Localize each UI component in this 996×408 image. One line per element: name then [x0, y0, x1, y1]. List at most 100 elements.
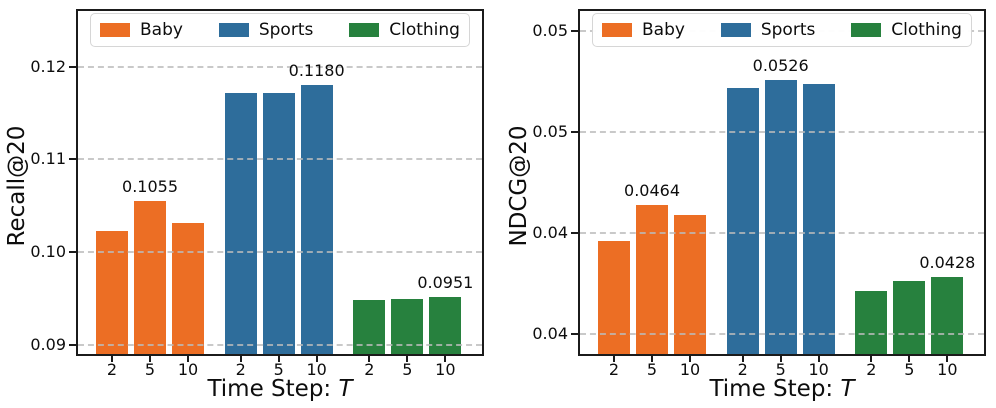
x-axis-label-text: Time Step: — [709, 376, 841, 402]
x-tick-mark — [946, 356, 949, 362]
x-tick-label: 5 — [273, 360, 284, 379]
y-tick-label: 0.10 — [30, 242, 66, 262]
x-tick-mark — [239, 356, 242, 362]
legend-color-patch — [602, 23, 632, 37]
bar-baby-t2 — [96, 230, 128, 354]
x-tick-mark — [741, 356, 744, 362]
x-tick-mark — [689, 356, 691, 362]
recall-plot-area: 0.09 0.10 0.11 0.12 2 5 10 2 5 10 2 5 10 0.1055 0.1180… — [30, 9, 484, 379]
bar-clothing-t2 — [353, 300, 386, 354]
x-tick-mark — [149, 356, 151, 362]
x-tick-mark — [817, 356, 820, 362]
legend-label: Clothing — [891, 20, 962, 40]
x-tick-mark — [444, 356, 447, 362]
gridline — [580, 332, 984, 335]
x-tick-label: 5 — [775, 360, 786, 379]
x-tick-label: 2 — [608, 360, 620, 379]
x-tick-mark — [187, 356, 189, 362]
bar-value-label: 0.0428 — [919, 253, 976, 273]
x-tick-mark — [406, 356, 409, 362]
x-tick-label: 2 — [737, 360, 748, 379]
y-tick-mark — [69, 251, 76, 254]
ndcg-plot-area: 0.04 0.04 0.05 0.05 2 5 10 2 5 10 2 5 10 0.0464 0.0526… — [532, 9, 986, 379]
x-tick-label: 10 — [435, 360, 456, 379]
gridline — [78, 158, 482, 161]
x-tick-label: 2 — [866, 360, 877, 379]
y-tick-label: 0.11 — [30, 149, 66, 169]
x-tick-mark — [908, 356, 911, 362]
y-tick-mark — [571, 131, 578, 134]
bar-clothing-t2 — [855, 291, 888, 354]
legend-item-baby: Baby — [602, 20, 685, 40]
bar-sports-t2 — [726, 87, 759, 354]
legend-item-baby: Baby — [100, 20, 183, 40]
x-tick-mark — [277, 356, 280, 362]
x-tick-mark — [315, 356, 318, 362]
y-tick-label: 0.05 — [532, 122, 568, 142]
x-tick-mark — [651, 356, 653, 362]
bar-clothing-t5 — [893, 281, 926, 354]
y-tick-label: 0.04 — [532, 323, 568, 343]
x-tick-label: 10 — [679, 360, 701, 379]
x-tick-mark — [779, 356, 782, 362]
legend-color-patch — [349, 23, 380, 37]
legend-color-patch — [218, 23, 249, 37]
bar-baby-t5 — [636, 204, 668, 354]
bar-value-label: 0.0951 — [417, 273, 474, 293]
x-tick-mark — [613, 356, 615, 362]
gridline — [78, 251, 482, 254]
x-tick-mark — [368, 356, 371, 362]
x-axis-label-text: Time Step: — [207, 376, 339, 402]
x-tick-label: 2 — [235, 360, 246, 379]
bar-value-label: 0.1055 — [122, 177, 178, 197]
y-tick-mark — [69, 65, 76, 68]
x-tick-label: 5 — [402, 360, 413, 379]
legend-label: Sports — [760, 20, 816, 40]
gridline — [580, 131, 984, 134]
x-tick-label: 5 — [904, 360, 915, 379]
bar-sports-t10 — [300, 85, 333, 354]
bar-sports-t5 — [764, 79, 797, 354]
bar-baby-t10 — [172, 223, 204, 354]
x-tick-label: 5 — [646, 360, 658, 379]
gridline — [78, 343, 482, 346]
legend-label: Baby — [140, 20, 183, 40]
y-tick-label: 0.05 — [532, 21, 568, 41]
y-tick-mark — [571, 231, 578, 234]
x-tick-label: 10 — [177, 360, 199, 379]
bar-sports-t5 — [262, 92, 295, 354]
y-tick-mark — [69, 158, 76, 161]
y-tick-label: 0.09 — [30, 334, 66, 354]
legend-color-patch — [720, 23, 751, 37]
bar-value-label: 0.0464 — [624, 180, 680, 200]
bar-clothing-t5 — [391, 299, 424, 354]
y-tick-mark — [571, 30, 578, 33]
x-tick-mark — [870, 356, 873, 362]
x-axis-label: Time Step: T — [207, 376, 352, 402]
legend-label: Sports — [258, 20, 314, 40]
legend: Baby Sports Clothing — [592, 13, 972, 47]
x-tick-label: 2 — [364, 360, 375, 379]
y-tick-label: 0.12 — [30, 56, 66, 76]
legend-item-clothing: Clothing — [851, 20, 962, 40]
bar-sports-t10 — [802, 83, 835, 354]
bar-value-label: 0.0526 — [752, 55, 809, 75]
y-axis-label-recall: Recall@20 — [4, 125, 30, 247]
legend-item-sports: Sports — [720, 20, 816, 40]
legend-color-patch — [851, 23, 882, 37]
x-tick-mark — [111, 356, 113, 362]
bar-baby-t5 — [134, 201, 166, 354]
gridline — [580, 231, 984, 234]
x-axis-label-variable: T — [840, 376, 855, 402]
x-axis-label-variable: T — [338, 376, 353, 402]
x-tick-label: 10 — [937, 360, 958, 379]
bar-baby-t10 — [674, 214, 706, 354]
x-tick-label: 10 — [808, 360, 829, 379]
bar-baby-t2 — [598, 241, 630, 354]
legend-label: Clothing — [389, 20, 460, 40]
bar-value-label: 0.1180 — [288, 61, 345, 81]
bar-sports-t2 — [224, 92, 257, 354]
y-tick-mark — [571, 332, 578, 335]
y-tick-label: 0.04 — [532, 222, 568, 242]
